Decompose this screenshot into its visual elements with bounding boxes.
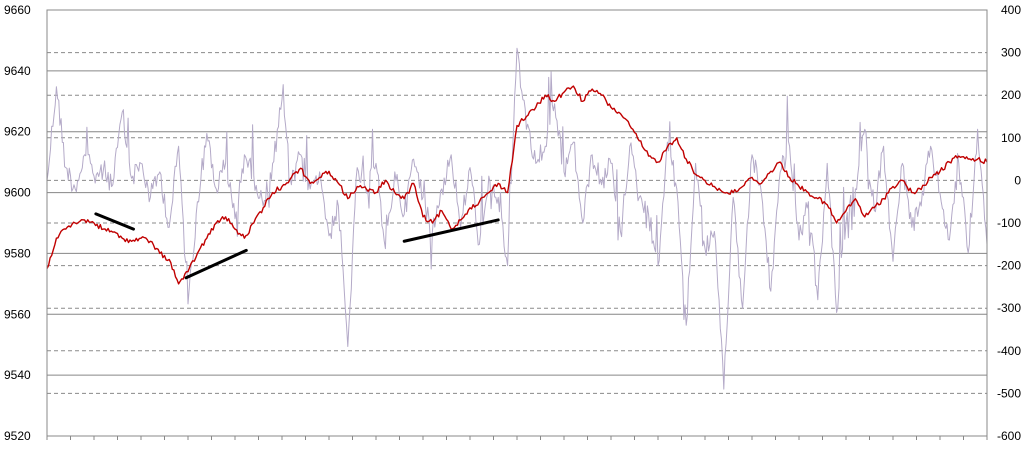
right-tick-label: -600: [997, 429, 1021, 443]
right-tick-label: 100: [1001, 131, 1021, 145]
right-tick-label: -400: [997, 344, 1021, 358]
right-tick-label: -500: [997, 386, 1021, 400]
trend-annotation-line: [184, 248, 248, 280]
right-tick-label: 300: [1001, 46, 1021, 60]
right-axis: 400 300 200 100 0 -100 -200 -300 -400 -500 -600: [997, 3, 1021, 443]
left-tick-label: 9560: [4, 307, 31, 321]
annotation-lines: [94, 212, 500, 280]
oscillator-series-line: [46, 47, 988, 390]
x-axis-ticks: [46, 436, 988, 440]
left-tick-label: 9640: [4, 64, 31, 78]
price-series-line: [46, 85, 988, 285]
grid-lines: [47, 9, 987, 437]
left-tick-label: 9540: [4, 368, 31, 382]
trend-annotation-line: [94, 212, 135, 231]
right-tick-label: 0: [1014, 173, 1021, 187]
series-group: [46, 47, 988, 390]
plot-border: [46, 9, 988, 437]
left-tick-label: 9580: [4, 246, 31, 260]
right-tick-label: 400: [1001, 3, 1021, 17]
right-tick-label: -100: [997, 216, 1021, 230]
trend-annotation-line: [402, 218, 500, 243]
left-axis: 9660 9640 9620 9600 9580 9560 9540 9520: [4, 3, 31, 443]
left-tick-label: 9600: [4, 186, 31, 200]
left-tick-label: 9660: [4, 3, 31, 17]
left-tick-label: 9620: [4, 125, 31, 139]
right-tick-label: 200: [1001, 88, 1021, 102]
left-tick-label: 9520: [4, 429, 31, 443]
right-tick-label: -300: [997, 301, 1021, 315]
right-tick-label: -200: [997, 259, 1021, 273]
